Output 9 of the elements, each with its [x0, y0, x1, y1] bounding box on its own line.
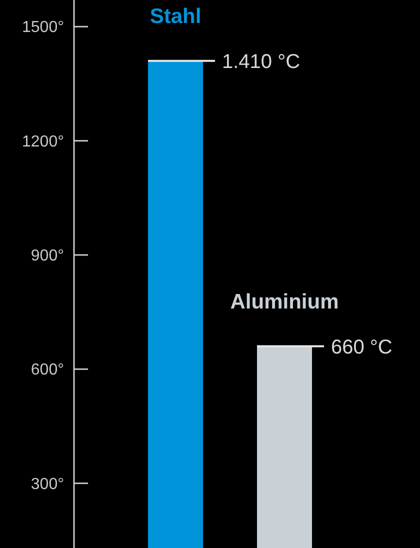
y-tick-label: 300° — [30, 476, 64, 493]
data-label: 660 °C — [331, 336, 392, 358]
y-tick-label: 1500° — [22, 19, 64, 36]
y-tick-label: 1200° — [22, 133, 64, 150]
data-label: 1.410 °C — [222, 50, 300, 73]
y-tick-label: 600° — [30, 362, 64, 379]
x-tick-label: Stahl — [150, 4, 202, 28]
x-tick-label: Aluminium — [230, 290, 339, 314]
y-tick-label: 900° — [30, 248, 64, 265]
